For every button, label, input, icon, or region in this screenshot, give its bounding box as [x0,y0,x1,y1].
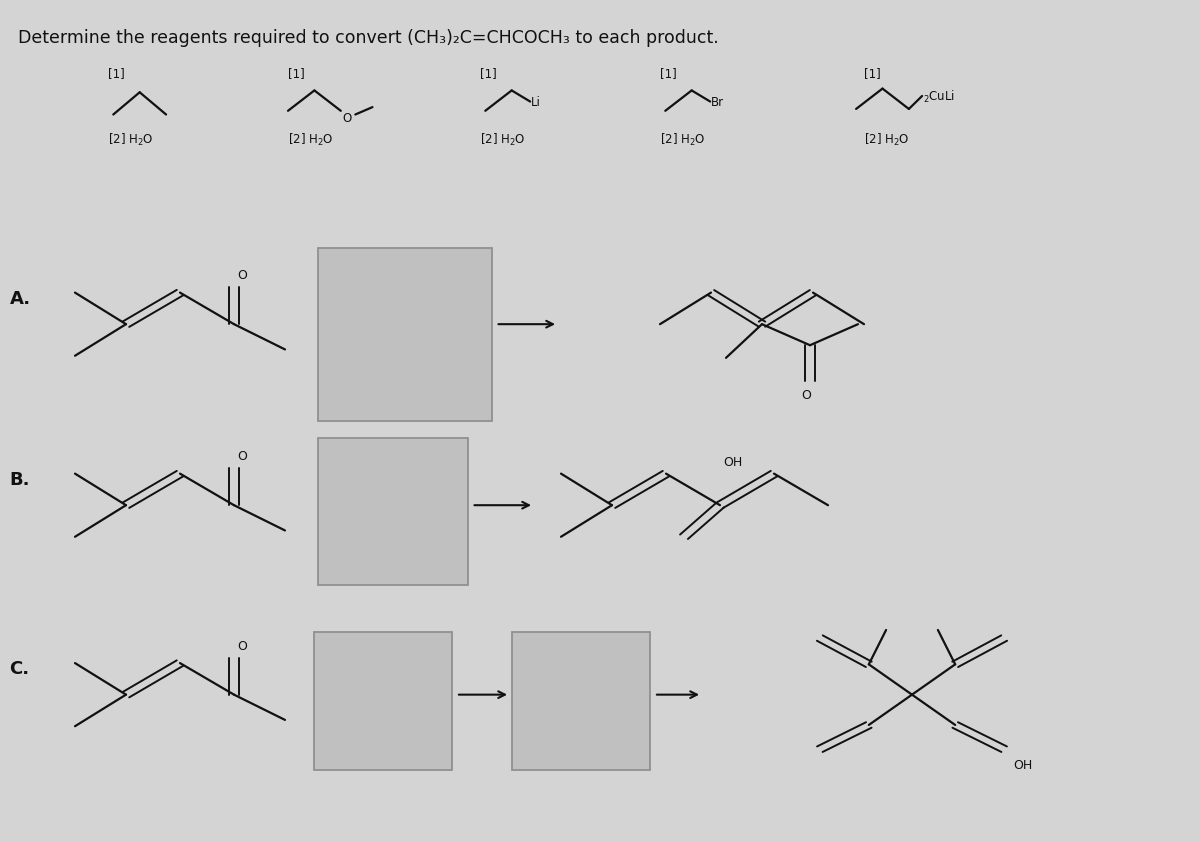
Bar [318,248,492,421]
Bar [512,632,650,770]
Text: $_2$CuLi: $_2$CuLi [924,89,955,105]
Text: [2] H$_2$O: [2] H$_2$O [288,132,334,148]
Text: O: O [238,640,247,653]
Text: [1]: [1] [108,67,125,80]
Text: [1]: [1] [288,67,305,80]
Text: [1]: [1] [480,67,497,80]
Text: Br: Br [710,96,724,109]
Text: O: O [238,269,247,282]
Text: O: O [238,450,247,463]
Text: [2] H$_2$O: [2] H$_2$O [660,132,706,148]
Text: A.: A. [10,290,31,308]
Text: [2] H$_2$O: [2] H$_2$O [480,132,526,148]
Bar [314,632,452,770]
Text: Determine the reagents required to convert (CH₃)₂C=CHCOCH₃ to each product.: Determine the reagents required to conve… [18,29,719,47]
Text: [1]: [1] [864,67,881,80]
Text: [2] H$_2$O: [2] H$_2$O [108,132,154,148]
Bar [318,438,468,585]
Text: C.: C. [10,660,30,679]
Text: [2] H$_2$O: [2] H$_2$O [864,132,910,148]
Text: OH: OH [1013,759,1032,772]
Text: O: O [802,389,811,402]
Text: Li: Li [530,96,540,109]
Text: OH: OH [722,456,743,470]
Text: O: O [342,112,352,125]
Text: B.: B. [10,471,30,489]
Text: [1]: [1] [660,67,677,80]
